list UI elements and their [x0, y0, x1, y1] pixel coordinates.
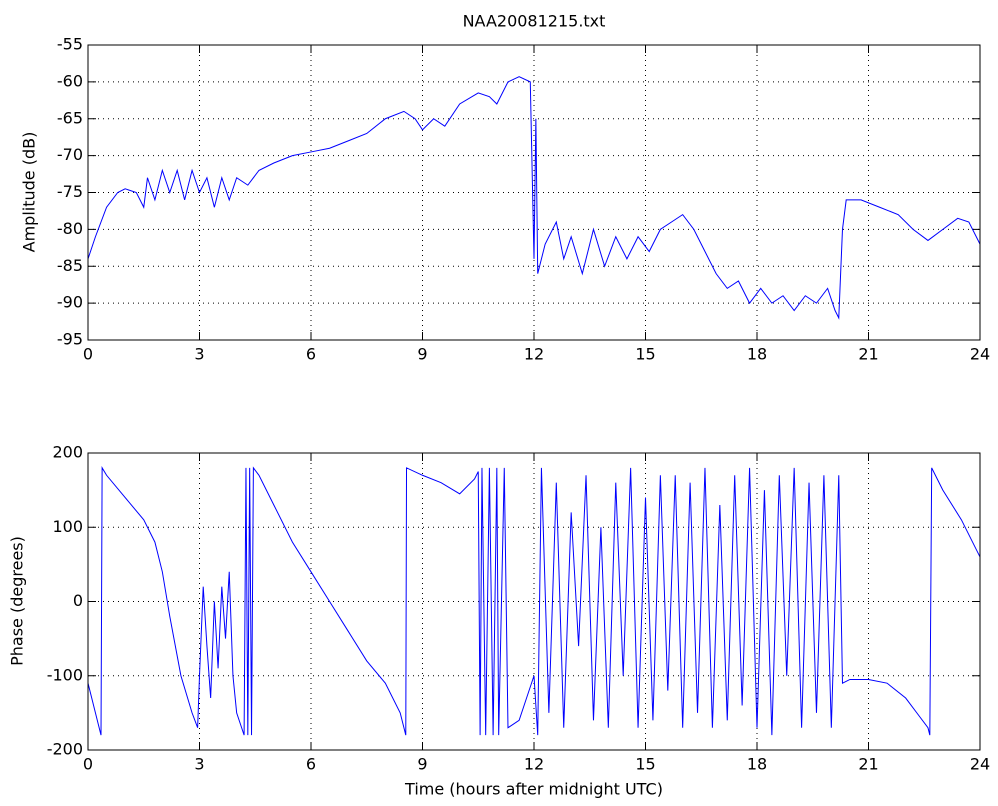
x-tick-label: 0 — [83, 755, 93, 774]
x-tick-label: 24 — [970, 345, 990, 364]
y-axis-label: Amplitude (dB) — [20, 132, 39, 253]
x-tick-label: 12 — [524, 755, 544, 774]
data-line — [87, 466, 981, 736]
x-tick-label: 3 — [194, 345, 204, 364]
x-tick-label: 15 — [635, 755, 655, 774]
y-tick-label: -70 — [57, 145, 83, 164]
chart-title: NAA20081215.txt — [463, 12, 606, 31]
x-tick-label: 9 — [417, 345, 427, 364]
y-tick-label: -60 — [57, 71, 83, 90]
y-tick-label: -75 — [57, 182, 83, 201]
x-tick-label: 24 — [970, 755, 990, 774]
y-tick-label: -85 — [57, 256, 83, 275]
x-tick-label: 18 — [747, 755, 767, 774]
x-tick-label: 21 — [858, 755, 878, 774]
x-tick-label: 15 — [635, 345, 655, 364]
x-axis-label: Time (hours after midnight UTC) — [404, 780, 663, 799]
y-axis-label: Phase (degrees) — [8, 536, 27, 666]
x-tick-label: 3 — [194, 755, 204, 774]
y-tick-label: -90 — [57, 293, 83, 312]
y-tick-label: -200 — [47, 740, 83, 759]
y-tick-label: 100 — [52, 517, 83, 536]
x-tick-label: 21 — [858, 345, 878, 364]
y-tick-label: -100 — [47, 665, 83, 684]
y-tick-label: -65 — [57, 108, 83, 127]
x-tick-label: 12 — [524, 345, 544, 364]
x-tick-label: 0 — [83, 345, 93, 364]
y-tick-label: -95 — [57, 330, 83, 349]
y-tick-label: 200 — [52, 443, 83, 462]
axes-frame — [87, 452, 981, 751]
x-tick-label: 18 — [747, 345, 767, 364]
x-tick-label: 9 — [417, 755, 427, 774]
x-tick-label: 6 — [306, 755, 316, 774]
x-tick-label: 6 — [306, 345, 316, 364]
y-tick-label: 0 — [73, 591, 83, 610]
y-tick-label: -55 — [57, 35, 83, 54]
y-tick-label: -80 — [57, 219, 83, 238]
axes-frame — [87, 44, 981, 341]
data-line — [87, 76, 981, 320]
